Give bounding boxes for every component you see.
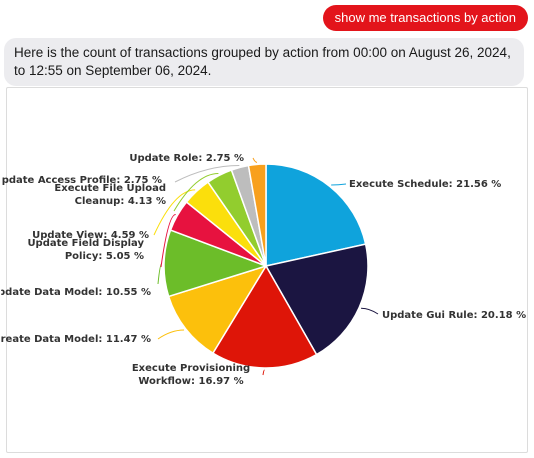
pie-slice-execute-schedule[interactable] (265, 163, 367, 267)
connector-line (157, 329, 185, 340)
data-label: Execute Schedule: 21.56 % (349, 179, 501, 190)
assistant-message-bubble: Here is the count of transactions groupe… (4, 38, 524, 86)
data-label: Update View: 4.59 % (32, 230, 149, 241)
connector-line (153, 189, 196, 236)
connector-line (262, 369, 265, 376)
connector-line (174, 164, 240, 183)
data-label: Execute Provisioning Workflow: 16.97 % (132, 363, 250, 387)
data-label: Update Data Model: 10.55 % (1, 287, 151, 298)
connector-line (361, 307, 379, 315)
pie-slice-create-data-model[interactable] (167, 264, 268, 355)
data-label: Update Gui Rule: 20.18 % (382, 310, 526, 321)
connector-line (331, 183, 347, 186)
connector-line (160, 213, 176, 268)
data-label: Update Role: 2.75 % (129, 153, 244, 164)
pie-slice-update-gui-rule[interactable] (264, 243, 369, 356)
data-label: Update Access Profile: 2.75 % (1, 175, 162, 186)
pie-slice-execute-provisioning-workflow[interactable] (211, 264, 318, 369)
pie-chart-card: Execute Schedule: 21.56 % Update Gui Rule… (1, 87, 528, 453)
user-message-bubble: show me transactions by action (322, 5, 528, 31)
pie-slice-update-data-model[interactable] (163, 229, 269, 298)
data-label: Update Field Display Policy: 5.05 % (27, 238, 144, 262)
connector-line (173, 173, 219, 212)
data-label: Create Data Model: 11.47 % (1, 334, 151, 345)
connector-line (252, 157, 258, 163)
user-message-text: show me transactions by action (334, 10, 516, 25)
assistant-message-text: Here is the count of transactions groupe… (14, 45, 511, 78)
data-label: Execute File Upload Cleanup: 4.13 % (54, 183, 166, 207)
pie-slice-update-role[interactable] (247, 163, 267, 267)
